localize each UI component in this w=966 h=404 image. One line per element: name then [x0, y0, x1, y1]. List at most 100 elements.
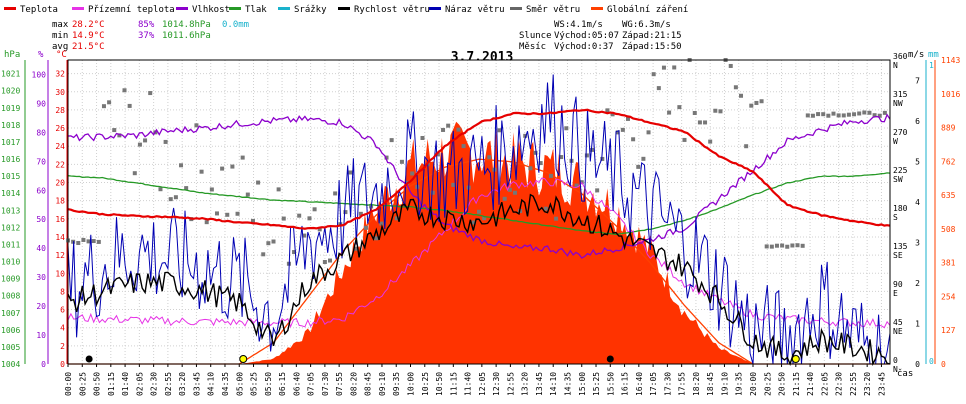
moon-set: Západ:15:50 — [622, 42, 682, 52]
time-tick: 01:15 — [107, 372, 116, 396]
dir-tick-deg: 360 — [893, 52, 908, 61]
wind-direction-layer — [66, 58, 887, 266]
radiation-area — [68, 121, 890, 364]
hpa-tick: 1005 — [1, 343, 20, 352]
pct-tick: 10 — [36, 331, 46, 340]
wind-direction-point — [846, 112, 851, 117]
legend-label: Teplota — [20, 5, 58, 15]
wind-direction-point — [435, 152, 440, 157]
wind-direction-point — [831, 111, 836, 116]
wind-direction-point — [656, 86, 661, 91]
ms-tick: 1 — [915, 319, 920, 328]
rad-tick: 254 — [941, 292, 956, 301]
wind-direction-point — [250, 218, 255, 223]
temp-tick: 18 — [55, 197, 65, 206]
legend-label: Srážky — [294, 5, 327, 15]
legend-label: Tlak — [245, 5, 267, 15]
time-tick: 23:20 — [863, 372, 872, 396]
ms-tick: 7 — [915, 76, 920, 85]
wind-direction-point — [507, 187, 512, 192]
time-tick: 00:25 — [78, 372, 87, 396]
time-tick: 20:25 — [763, 372, 772, 396]
time-tick: 12:05 — [478, 372, 487, 396]
time-tick: 17:30 — [663, 372, 672, 396]
wind-direction-point — [718, 109, 723, 114]
time-tick: 21:15 — [792, 372, 801, 396]
wind-direction-point — [292, 250, 297, 255]
wind-direction-point — [173, 195, 178, 200]
dir-tick-name: N — [893, 365, 898, 374]
legend-label: Vlhkost — [192, 5, 230, 15]
wind-direction-point — [122, 88, 127, 93]
wind-direction-point — [204, 220, 209, 225]
hpa-tick: 1004 — [1, 360, 20, 369]
wind-direction-point — [600, 156, 605, 161]
wind-direction-point — [795, 243, 800, 248]
time-tick: 10:00 — [407, 372, 416, 396]
wind-direction-point — [220, 166, 225, 171]
sun-marker — [791, 355, 800, 363]
wind-direction-point — [461, 144, 466, 149]
time-tick: 02:30 — [150, 372, 159, 396]
wind-direction-point — [543, 206, 548, 211]
temperature-line — [67, 108, 891, 230]
wind-direction-point — [297, 213, 302, 218]
mm-top-tick: 1 — [929, 61, 934, 70]
time-tick: 18:20 — [692, 372, 701, 396]
legend-swatch — [591, 7, 603, 10]
wind-direction-point — [697, 120, 702, 125]
wind-direction-point — [394, 216, 399, 221]
wind-direction-point — [271, 239, 276, 244]
time-tick: 22:55 — [849, 372, 858, 396]
stats-min-press: 1011.6hPa — [162, 31, 211, 41]
wind-direction-point — [158, 187, 163, 192]
wind-direction-point — [533, 150, 538, 155]
wind-direction-point — [852, 112, 857, 117]
wind-direction-point — [410, 171, 415, 176]
rad-tick: 381 — [941, 259, 956, 268]
dir-tick-name: SW — [893, 175, 903, 184]
hpa-tick: 1008 — [1, 292, 20, 301]
rad-tick: 762 — [941, 157, 956, 166]
dir-tick-deg: 315 — [893, 90, 908, 99]
time-tick: 13:20 — [521, 372, 530, 396]
wind-direction-point — [276, 187, 281, 192]
wind-direction-point — [641, 156, 646, 161]
legend-label: Přízemní teplota — [88, 5, 175, 15]
time-tick: 22:05 — [820, 372, 829, 396]
ms-tick: 6 — [915, 117, 920, 126]
legend-swatch — [278, 7, 290, 10]
wind-direction-point — [739, 93, 744, 98]
time-tick: 13:45 — [535, 372, 544, 396]
mm-bottom-tick: 0 — [929, 357, 934, 366]
dir-tick-name: SE — [893, 251, 903, 260]
time-tick: 06:40 — [292, 372, 301, 396]
wind-direction-point — [769, 244, 774, 249]
wind-direction-point — [646, 130, 651, 135]
wind-direction-point — [826, 113, 831, 118]
rad-tick: 889 — [941, 124, 956, 133]
dir-tick-deg: 45 — [893, 318, 903, 327]
hpa-tick: 1007 — [1, 309, 20, 318]
legend-label: Směr větru — [526, 5, 580, 15]
wind-direction-point — [785, 244, 790, 249]
wind-direction-point — [605, 108, 610, 113]
ms-tick: 3 — [915, 238, 920, 247]
dir-tick-name: W — [893, 137, 898, 146]
time-tick: 20:00 — [749, 372, 758, 396]
wind-direction-point — [564, 126, 569, 131]
radiation-layer — [68, 121, 890, 364]
time-tick: 18:45 — [706, 372, 715, 396]
temp-tick: 6 — [60, 306, 65, 315]
dir-tick-name: E — [893, 289, 898, 298]
dir-tick-deg: 135 — [893, 242, 908, 251]
wind-direction-point — [76, 240, 81, 245]
wind-direction-point — [805, 113, 810, 118]
wind-direction-point — [528, 166, 533, 171]
wind-direction-point — [148, 91, 153, 96]
time-tick: 16:15 — [621, 372, 630, 396]
wind-direction-point — [667, 110, 672, 115]
wind-direction-point — [379, 221, 384, 226]
legend-label: Náraz větru — [445, 5, 505, 15]
